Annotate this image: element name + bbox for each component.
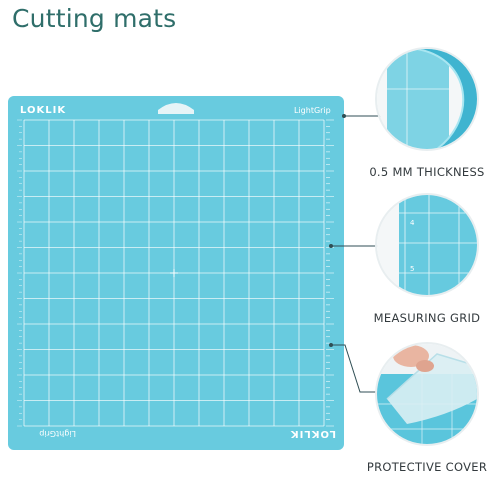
- hanging-hole: [158, 103, 194, 114]
- feature-label-thickness: 0.5 MM THICKNESS: [369, 165, 485, 179]
- mat-brand: LOKLIK: [20, 105, 66, 116]
- feature-cover: PROTECTIVE COVER: [362, 342, 492, 474]
- cutting-mat: LOKLIK LightGrip LightGrip LOKLIK: [8, 96, 344, 450]
- feature-thickness: 0.5 MM THICKNESS: [362, 47, 492, 179]
- page-title: Cutting mats: [12, 4, 177, 33]
- svg-text:5: 5: [410, 265, 414, 273]
- measuring-grid-closeup-icon: 4 5: [375, 193, 479, 297]
- feature-label-cover: PROTECTIVE COVER: [366, 460, 488, 474]
- thickness-closeup-icon: [375, 47, 479, 151]
- mat-ruler-ticks: [17, 119, 334, 427]
- feature-grid: 4 5 MEASURING GRID: [362, 193, 492, 325]
- mat-model-mirrored: LightGrip: [39, 429, 76, 438]
- mat-model: LightGrip: [294, 106, 331, 115]
- mat-brand-mirrored: LOKLIK: [290, 428, 336, 439]
- svg-text:4: 4: [410, 219, 415, 227]
- feature-label-grid: MEASURING GRID: [373, 311, 481, 325]
- protective-cover-peel-icon: [375, 342, 479, 446]
- cutting-mat-graphic: LOKLIK LightGrip LightGrip LOKLIK: [8, 96, 344, 450]
